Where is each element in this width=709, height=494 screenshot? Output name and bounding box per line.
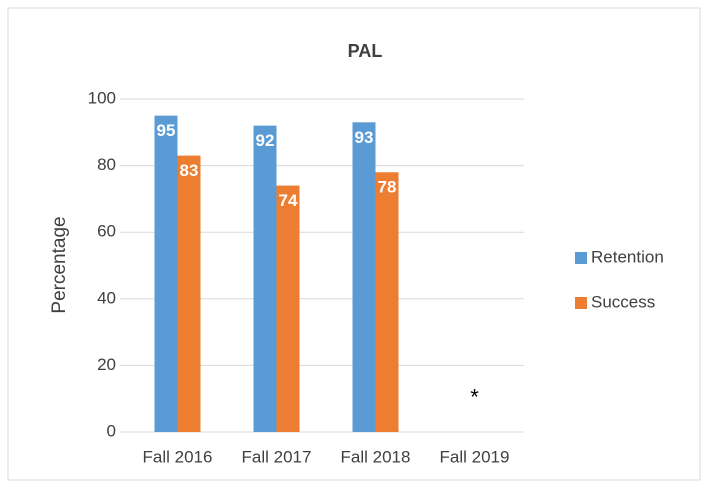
- data-label: 93: [355, 128, 374, 147]
- data-label: 95: [157, 121, 176, 140]
- annotation: *: [470, 385, 479, 410]
- y-tick-label: 40: [97, 288, 116, 307]
- data-label: 78: [378, 178, 397, 197]
- bar: [177, 155, 201, 433]
- y-tick-label: 100: [88, 88, 116, 107]
- legend-label: Success: [591, 292, 655, 311]
- data-label: 74: [279, 191, 298, 210]
- bar: [352, 122, 376, 432]
- y-tick-label: 20: [97, 355, 116, 374]
- x-tick-label: Fall 2017: [242, 447, 312, 466]
- bar: [253, 125, 277, 432]
- y-tick-label: 60: [97, 222, 116, 241]
- legend-swatch: [575, 297, 587, 309]
- data-label: 92: [256, 131, 275, 150]
- legend-swatch: [575, 252, 587, 264]
- bar: [276, 185, 300, 432]
- legend-label: Retention: [591, 247, 664, 266]
- bar: [154, 115, 178, 433]
- x-tick-label: Fall 2016: [143, 447, 213, 466]
- chart-title: PAL: [348, 41, 383, 61]
- x-tick-label: Fall 2018: [341, 447, 411, 466]
- data-label: 83: [180, 161, 199, 180]
- x-tick-label: Fall 2019: [440, 447, 510, 466]
- y-tick-label: 80: [97, 155, 116, 174]
- y-axis-label: Percentage: [49, 216, 70, 313]
- y-tick-label: 0: [107, 421, 116, 440]
- bar: [375, 172, 399, 432]
